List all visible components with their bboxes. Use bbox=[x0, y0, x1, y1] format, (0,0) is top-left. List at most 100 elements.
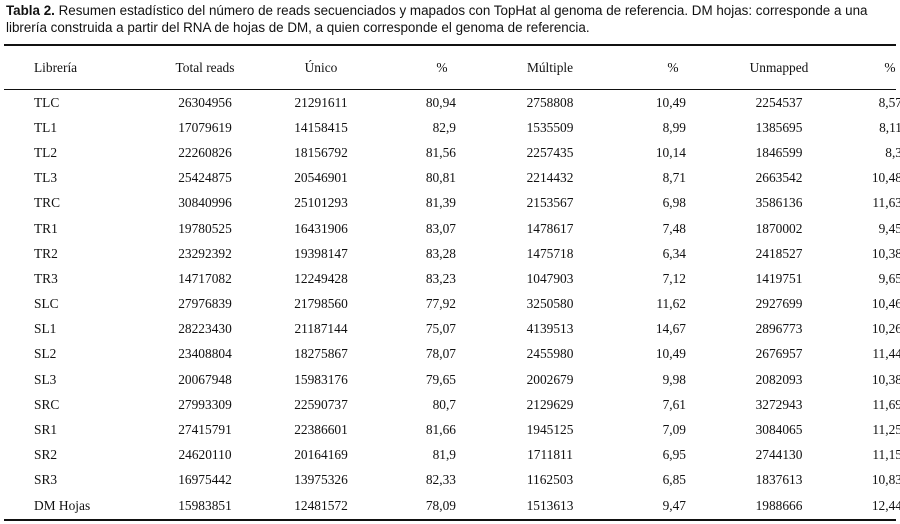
cell-unico: 12249428 bbox=[294, 270, 348, 286]
cell-unico: 18156792 bbox=[294, 144, 348, 160]
cell-unmapped-pct: 10,83 bbox=[871, 472, 900, 488]
table-row: TL2 22260826 18156792 81,56 2257435 10,14 1846… bbox=[4, 140, 900, 165]
cell-total-reads: 27976839 bbox=[178, 296, 232, 312]
cell-multiple: 3250580 bbox=[526, 296, 574, 312]
cell-unmapped: 2254537 bbox=[755, 94, 803, 110]
header-libreria: Librería bbox=[34, 59, 78, 75]
cell-libreria: SLC bbox=[34, 296, 59, 312]
cell-unmapped-pct: 9,65 bbox=[878, 270, 900, 286]
cell-unmapped-pct: 11,63 bbox=[872, 195, 900, 211]
cell-total-reads: 23408804 bbox=[178, 346, 232, 362]
cell-unico-pct: 83,28 bbox=[425, 245, 456, 261]
cell-unmapped: 1419751 bbox=[755, 270, 803, 286]
top-rule bbox=[4, 44, 896, 46]
cell-unico: 12481572 bbox=[294, 497, 348, 513]
cell-unmapped: 3084065 bbox=[755, 422, 803, 438]
caption-label: Tabla 2. bbox=[6, 3, 55, 18]
cell-multiple-pct: 10,14 bbox=[655, 144, 686, 160]
cell-libreria: SRC bbox=[34, 396, 60, 412]
header-row: Librería Total reads Único % Múltiple % … bbox=[4, 46, 900, 89]
cell-unmapped: 2896773 bbox=[755, 321, 803, 337]
cell-unico-pct: 78,09 bbox=[425, 497, 456, 513]
table-row: TR1 19780525 16431906 83,07 1478617 7,48 18700… bbox=[4, 216, 900, 241]
cell-multiple-pct: 6,98 bbox=[662, 195, 686, 211]
table-row: SR3 16975442 13975326 82,33 1162503 6,85 18376… bbox=[4, 468, 900, 493]
cell-unico: 13975326 bbox=[294, 472, 348, 488]
cell-unmapped-pct: 11,44 bbox=[872, 346, 900, 362]
cell-unico-pct: 75,07 bbox=[425, 321, 456, 337]
cell-unmapped-pct: 10,48 bbox=[871, 170, 900, 186]
cell-multiple-pct: 8,71 bbox=[662, 170, 686, 186]
cell-libreria: TRC bbox=[34, 195, 61, 211]
cell-unico: 21187144 bbox=[294, 321, 348, 337]
cell-unmapped-pct: 10,38 bbox=[871, 371, 900, 387]
table-row: SL1 28223430 21187144 75,07 4139513 14,67 2896… bbox=[4, 317, 900, 342]
table-row: TR3 14717082 12249428 83,23 1047903 7,12 14197… bbox=[4, 266, 900, 291]
cell-unico-pct: 83,07 bbox=[425, 220, 456, 236]
cell-multiple: 1475718 bbox=[526, 245, 574, 261]
cell-unmapped-pct: 10,38 bbox=[871, 245, 900, 261]
cell-multiple-pct: 10,49 bbox=[655, 94, 686, 110]
bottom-rule bbox=[4, 519, 896, 521]
cell-libreria: TR1 bbox=[34, 220, 58, 236]
cell-unico: 14158415 bbox=[294, 119, 348, 135]
cell-unico: 19398147 bbox=[294, 245, 348, 261]
cell-unico: 20164169 bbox=[294, 447, 348, 463]
cell-unico-pct: 83,23 bbox=[425, 270, 456, 286]
cell-multiple-pct: 9,47 bbox=[662, 497, 686, 513]
cell-multiple: 2455980 bbox=[526, 346, 574, 362]
cell-multiple: 1478617 bbox=[526, 220, 574, 236]
cell-libreria: SR1 bbox=[34, 422, 58, 438]
cell-multiple-pct: 10,49 bbox=[655, 346, 686, 362]
cell-total-reads: 14717082 bbox=[178, 270, 232, 286]
cell-multiple: 2129629 bbox=[526, 396, 574, 412]
cell-unico: 15983176 bbox=[294, 371, 348, 387]
cell-total-reads: 15983851 bbox=[178, 497, 232, 513]
cell-multiple-pct: 7,12 bbox=[662, 270, 686, 286]
cell-unico-pct: 82,33 bbox=[425, 472, 456, 488]
cell-unmapped: 2927699 bbox=[755, 296, 803, 312]
cell-unico: 22386601 bbox=[294, 422, 348, 438]
cell-multiple-pct: 9,98 bbox=[662, 371, 686, 387]
cell-unmapped-pct: 11,25 bbox=[872, 422, 900, 438]
cell-total-reads: 27993309 bbox=[178, 396, 232, 412]
cell-unmapped: 1837613 bbox=[755, 472, 803, 488]
cell-libreria: DM Hojas bbox=[34, 497, 91, 513]
cell-unico-pct: 78,07 bbox=[425, 346, 456, 362]
cell-total-reads: 19780525 bbox=[178, 220, 232, 236]
cell-unmapped: 3272943 bbox=[755, 396, 803, 412]
header-total-reads: Total reads bbox=[175, 59, 235, 75]
cell-unmapped: 3586136 bbox=[755, 195, 803, 211]
table-row: SL2 23408804 18275867 78,07 2455980 10,49 2676… bbox=[4, 342, 900, 367]
cell-total-reads: 22260826 bbox=[178, 144, 232, 160]
table-row: SL3 20067948 15983176 79,65 2002679 9,98 20820… bbox=[4, 367, 900, 392]
cell-unmapped: 1870002 bbox=[755, 220, 803, 236]
cell-total-reads: 24620110 bbox=[178, 447, 232, 463]
caption-text: Resumen estadístico del número de reads … bbox=[6, 3, 868, 35]
cell-unmapped-pct: 11,15 bbox=[872, 447, 900, 463]
cell-libreria: SR2 bbox=[34, 447, 58, 463]
cell-unico-pct: 82,9 bbox=[432, 119, 456, 135]
cell-unico: 21798560 bbox=[294, 296, 348, 312]
cell-multiple-pct: 7,09 bbox=[662, 422, 686, 438]
cell-libreria: SR3 bbox=[34, 472, 58, 488]
cell-unico-pct: 80,7 bbox=[432, 396, 456, 412]
table-row: TLC 26304956 21291611 80,94 2758808 10,49 2254… bbox=[4, 89, 900, 115]
cell-unmapped-pct: 12,44 bbox=[871, 497, 900, 513]
cell-unico: 22590737 bbox=[294, 396, 348, 412]
cell-unmapped-pct: 8,11 bbox=[879, 119, 900, 135]
cell-unico: 25101293 bbox=[294, 195, 348, 211]
cell-unico-pct: 80,81 bbox=[425, 170, 456, 186]
cell-total-reads: 20067948 bbox=[178, 371, 232, 387]
cell-unmapped: 2082093 bbox=[755, 371, 803, 387]
table-row: DM Hojas 15983851 12481572 78,09 1513613 9,47… bbox=[4, 493, 900, 518]
cell-multiple: 1047903 bbox=[526, 270, 574, 286]
cell-multiple: 1535509 bbox=[526, 119, 574, 135]
table-row: SR1 27415791 22386601 81,66 1945125 7,09 30840… bbox=[4, 417, 900, 442]
cell-unico-pct: 81,39 bbox=[425, 195, 456, 211]
cell-unmapped-pct: 9,45 bbox=[878, 220, 900, 236]
cell-libreria: TL2 bbox=[34, 144, 58, 160]
table-row: TR2 23292392 19398147 83,28 1475718 6,34 24185… bbox=[4, 241, 900, 266]
cell-total-reads: 26304956 bbox=[178, 94, 232, 110]
cell-unico: 20546901 bbox=[294, 170, 348, 186]
